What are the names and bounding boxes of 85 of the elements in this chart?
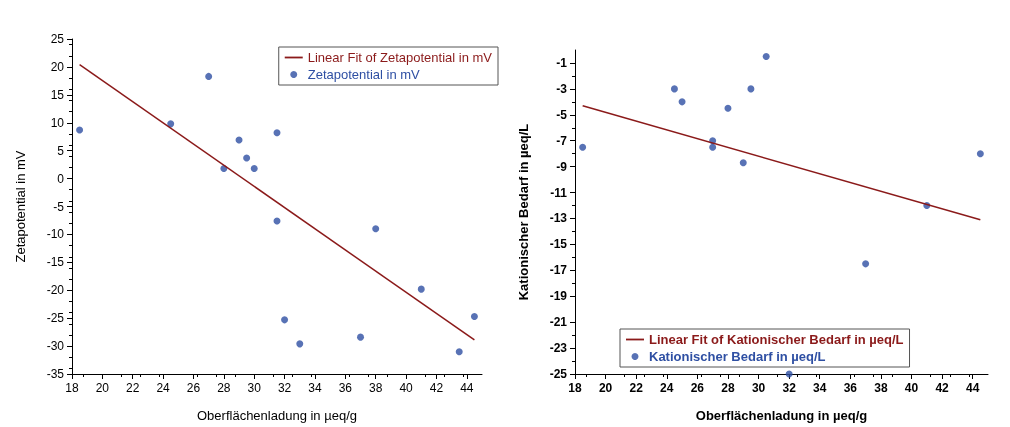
y-tick-label: -30 (46, 339, 65, 354)
y-tick-label: -23 (549, 341, 568, 356)
point (357, 333, 365, 341)
x-tick-label: 36 (338, 381, 353, 395)
x-axis-title: Oberflächenladung in µeq/g (695, 408, 868, 423)
point (205, 72, 213, 80)
point (762, 52, 770, 60)
legend-label: Kationischer Bedarf in µeq/L (649, 349, 826, 364)
x-tick-label: 18 (65, 381, 79, 395)
point (281, 316, 289, 324)
point (296, 340, 304, 348)
y-tick-label: 0 (57, 171, 65, 186)
x-tick-label: 40 (904, 381, 919, 395)
y-tick-label: -20 (46, 283, 65, 298)
point (862, 260, 870, 268)
point (250, 165, 258, 173)
x-tick-label: 32 (782, 381, 797, 395)
x-tick-label: 38 (874, 381, 888, 395)
x-tick-label: 40 (399, 381, 414, 395)
y-tick-label: -17 (549, 263, 568, 278)
point (678, 98, 686, 106)
point (739, 159, 747, 167)
point (417, 285, 425, 293)
x-tick-label: 26 (186, 381, 201, 395)
point (747, 85, 755, 93)
y-tick-label: 10 (50, 115, 65, 130)
legend-label: Linear Fit of Kationischer Bedarf in µeq/L (649, 332, 904, 347)
x-axis-title: Oberflächenladung in µeq/g (197, 408, 357, 423)
point (167, 120, 175, 128)
x-tick-label: 24 (156, 381, 171, 395)
y-tick-label: -9 (556, 159, 568, 174)
x-tick-label: 22 (126, 381, 140, 395)
point (709, 143, 717, 151)
y-tick-label: 25 (50, 32, 65, 46)
x-tick-label: 44 (460, 381, 474, 395)
point (455, 348, 463, 356)
x-tick-label: 28 (721, 381, 735, 395)
point (579, 143, 587, 151)
point (470, 312, 478, 320)
point (76, 126, 84, 134)
x-tick-label: 42 (935, 381, 950, 395)
x-tick-label: 20 (598, 381, 613, 395)
y-axis-title: Kationischer Bedarf in µeq/L (516, 123, 531, 301)
x-tick-label: 44 (966, 381, 980, 395)
x-tick-label: 24 (660, 381, 674, 395)
point (976, 150, 984, 158)
y-tick-label: -35 (46, 367, 65, 381)
y-tick-label: -5 (556, 107, 568, 122)
y-tick-label: -5 (53, 199, 65, 214)
x-tick-label: 20 (95, 381, 110, 395)
y-tick-label: -7 (556, 133, 568, 148)
y-tick-label: -19 (549, 289, 568, 304)
x-tick-label: 34 (813, 381, 827, 395)
x-tick-label: 38 (369, 381, 383, 395)
y-tick-label: -21 (549, 315, 568, 330)
y-tick-label: -15 (549, 237, 568, 252)
x-tick-label: 28 (217, 381, 231, 395)
x-tick-label: 30 (247, 381, 262, 395)
y-tick-label: -10 (46, 227, 65, 242)
x-tick-label: 34 (308, 381, 322, 395)
y-tick-label: 20 (50, 59, 65, 74)
x-tick-label: 18 (568, 381, 582, 395)
y-tick-label: -15 (46, 255, 65, 270)
point (724, 104, 732, 112)
y-tick-label: -11 (550, 185, 568, 200)
point (273, 129, 281, 137)
y-tick-label: 5 (57, 143, 65, 158)
point (372, 225, 380, 233)
y-tick-label: -13 (549, 211, 568, 226)
y-tick-label: -25 (549, 367, 568, 381)
legend-label: Zetapotential in mV (307, 67, 421, 82)
y-tick-label: -3 (556, 81, 568, 96)
y-tick-label: -25 (46, 311, 65, 326)
x-tick-label: 30 (751, 381, 766, 395)
point (243, 154, 251, 162)
x-tick-label: 42 (429, 381, 444, 395)
y-axis-title: Zetapotential in mV (13, 150, 28, 263)
x-tick-label: 32 (277, 381, 292, 395)
legend-label: Linear Fit of Zetapotential in mV (307, 50, 493, 65)
x-tick-label: 36 (843, 381, 858, 395)
point (670, 85, 678, 93)
x-tick-label: 22 (629, 381, 644, 395)
y-tick-label: 15 (50, 87, 65, 102)
y-tick-label: -1 (556, 55, 568, 70)
x-tick-label: 26 (690, 381, 705, 395)
